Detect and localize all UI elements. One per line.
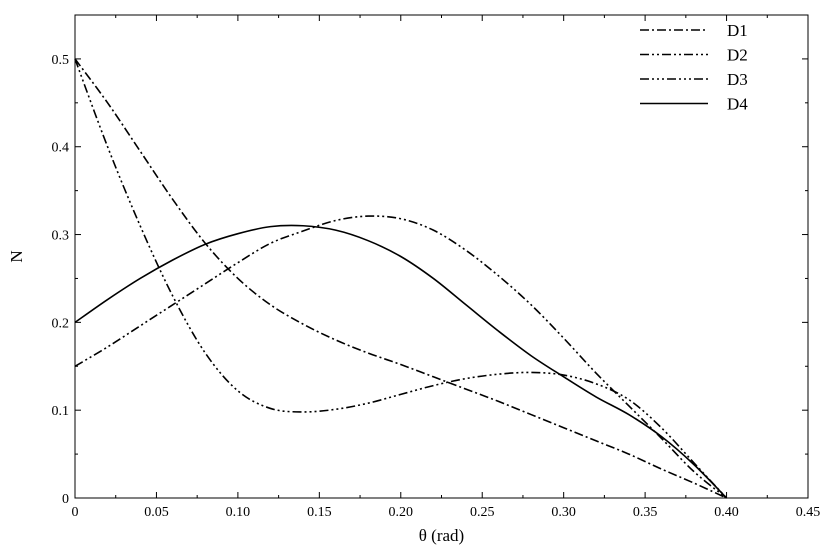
plot-frame (74, 14, 809, 499)
legend-item-d4: D4 (640, 95, 748, 114)
x-tick-label: 0.40 (714, 505, 739, 520)
ticks-layer: 0 0.05 0.10 0.15 0.20 0.25 0.30 0.35 0.40 0.45 0 0.… (52, 14, 821, 520)
y-tick-label: 0.3 (52, 229, 70, 244)
x-tick-label: 0.35 (633, 505, 658, 520)
x-tick-label: 0.05 (144, 505, 169, 520)
x-tick-label: 0.45 (796, 505, 821, 520)
series-line-d3 (74, 58, 728, 499)
legend-item-d1: D1 (640, 21, 748, 40)
series-line-d2 (74, 215, 728, 499)
legend-item-d2: D2 (640, 46, 748, 65)
legend-label-d2: D2 (727, 46, 748, 65)
x-tick-label: 0 (72, 505, 79, 520)
series-layer (74, 58, 728, 499)
y-tick-label: 0 (62, 492, 69, 507)
legend-label-d1: D1 (727, 21, 748, 40)
y-axis-title: N (7, 250, 26, 262)
legend-label-d4: D4 (727, 95, 748, 114)
x-tick-label: 0.15 (307, 505, 332, 520)
x-tick-label: 0.25 (470, 505, 495, 520)
y-tick-label: 0.2 (52, 316, 70, 331)
x-tick-label: 0.30 (551, 505, 576, 520)
legend-label-d3: D3 (727, 70, 748, 89)
y-tick-label: 0.5 (52, 53, 70, 68)
y-tick-label: 0.4 (52, 141, 70, 156)
legend: D1 D2 D3 D4 (640, 21, 748, 114)
y-tick-label: 0.1 (52, 404, 70, 419)
x-tick-label: 0.10 (226, 505, 251, 520)
x-axis-title: θ (rad) (419, 526, 464, 545)
x-tick-label: 0.20 (389, 505, 414, 520)
series-line-d4 (74, 224, 728, 499)
legend-item-d3: D3 (640, 70, 748, 89)
series-line-d1 (74, 58, 727, 499)
